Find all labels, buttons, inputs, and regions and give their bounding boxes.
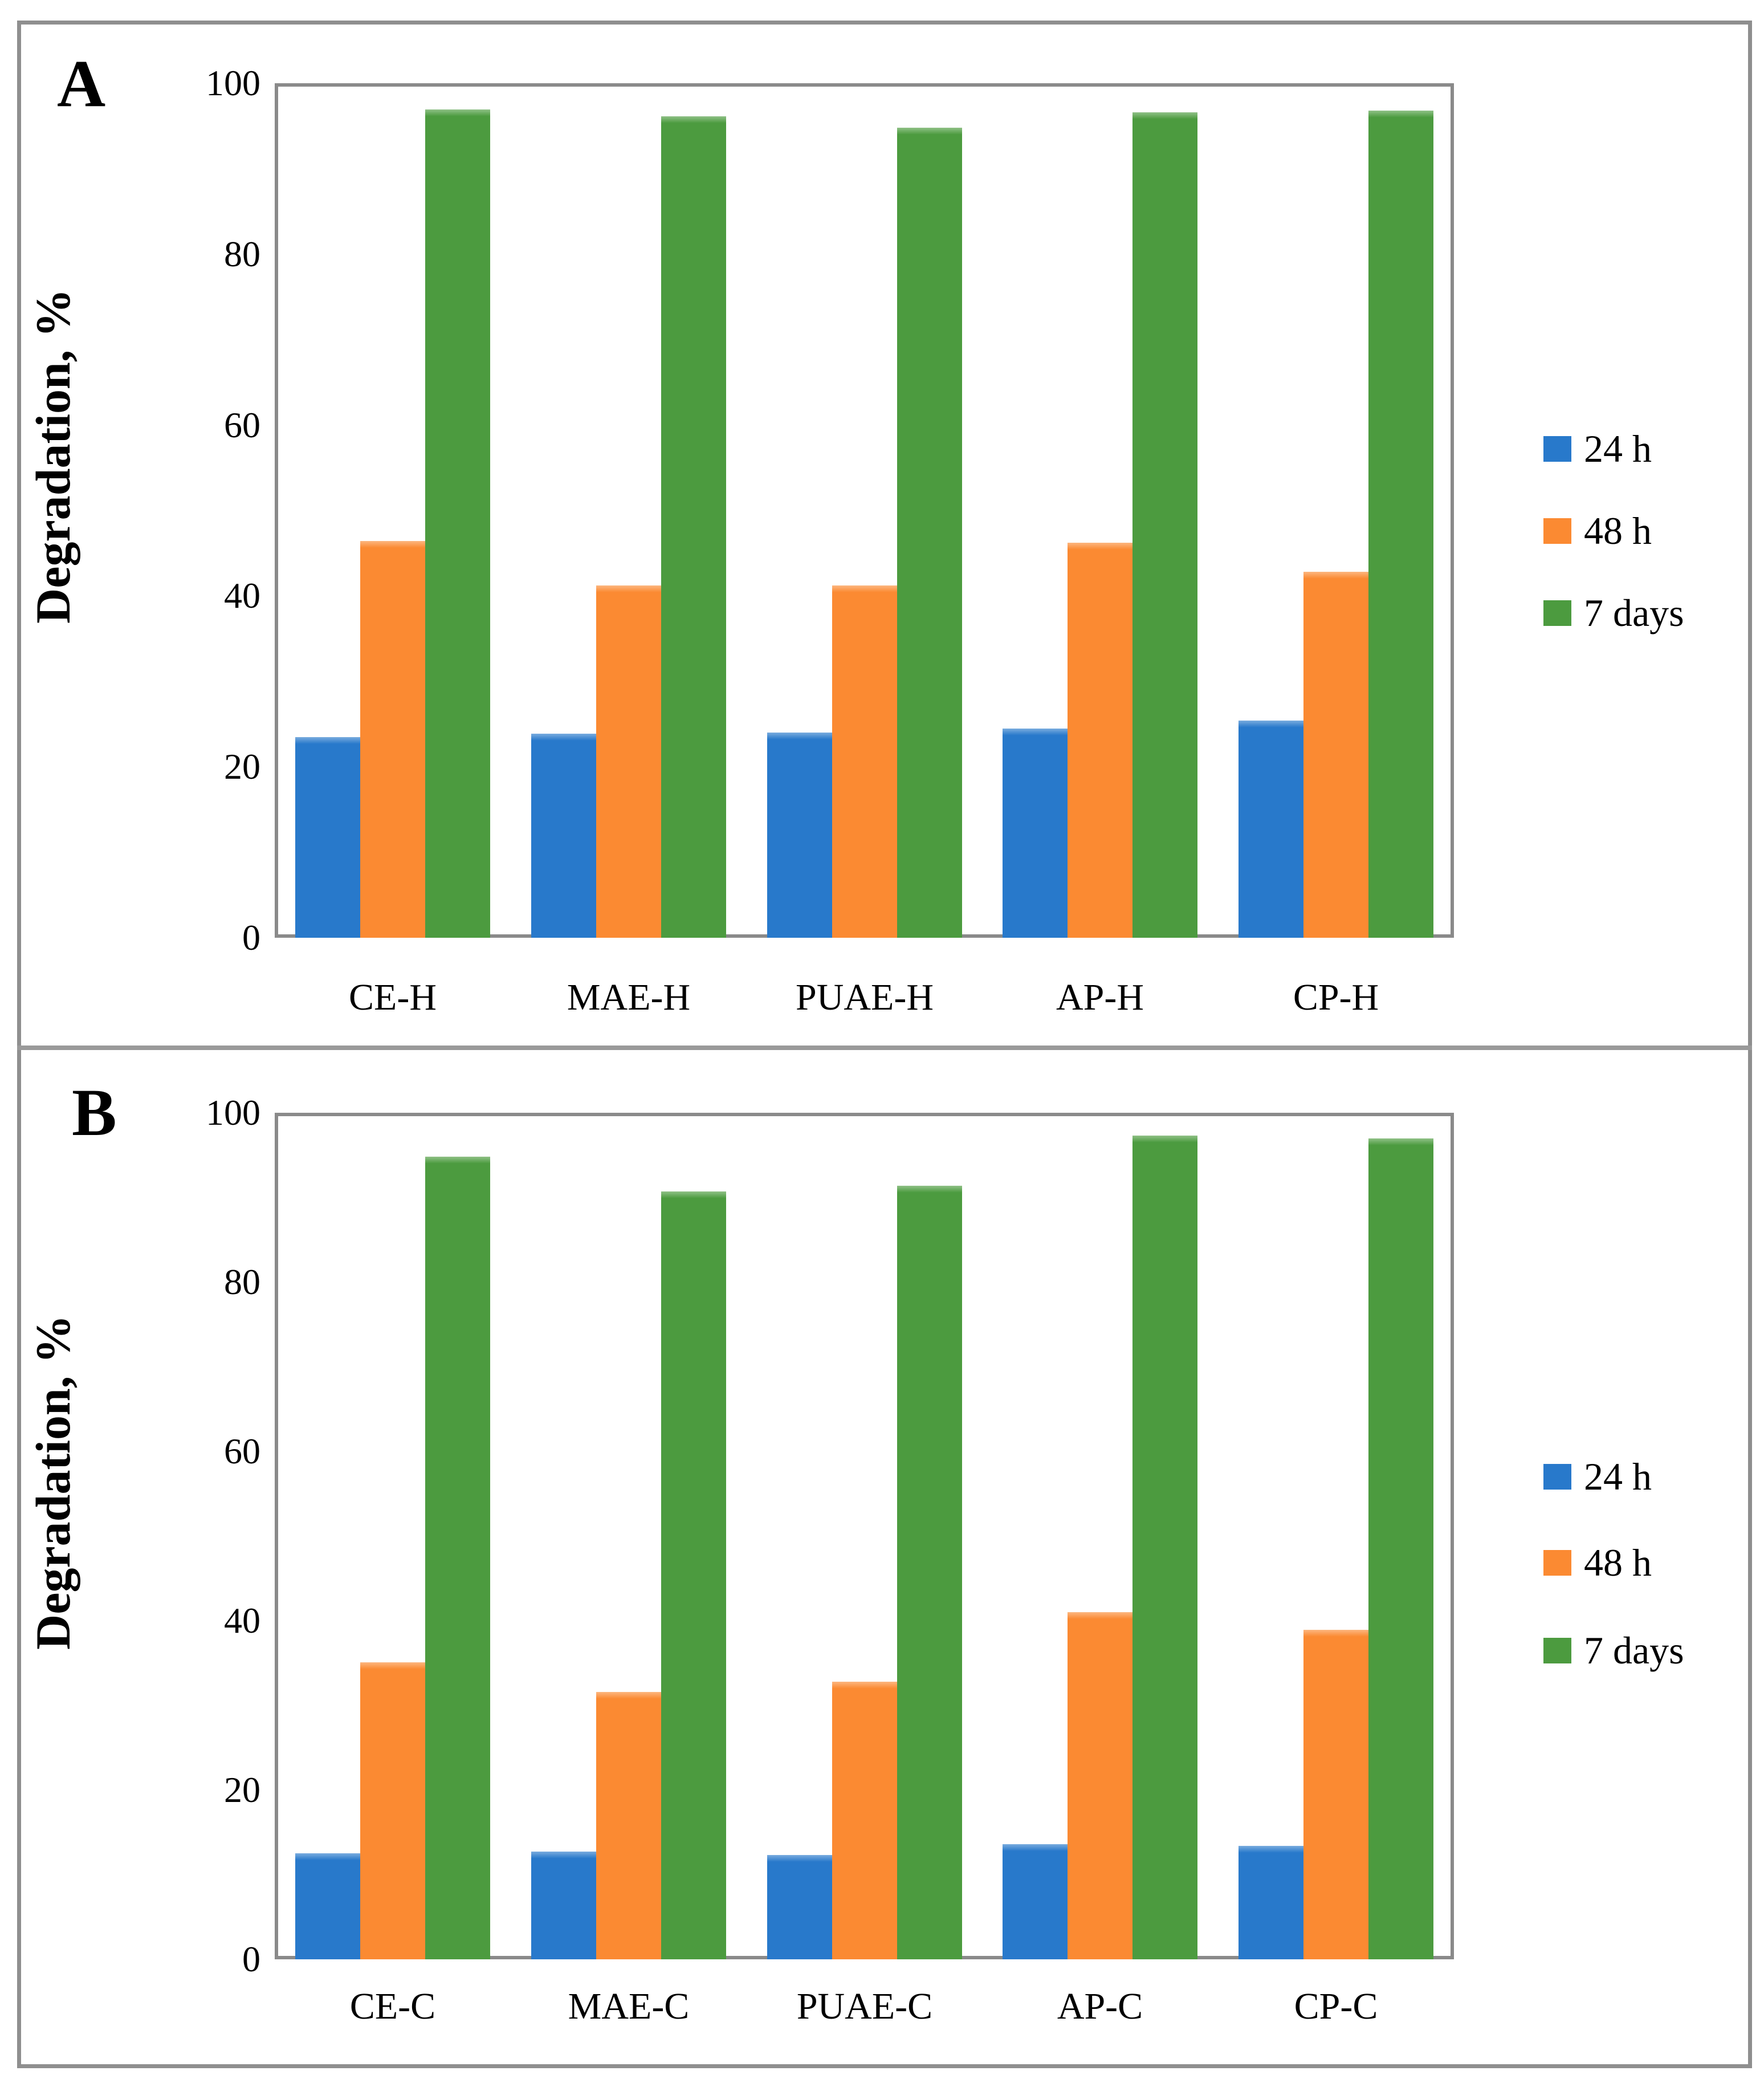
legend-item-48h: 48 h (1543, 505, 1652, 556)
bar-24h-CE-C (295, 1853, 360, 1959)
y-tick-label: 100 (206, 63, 260, 103)
legend-swatch-icon (1543, 1637, 1571, 1663)
x-category-label-CE-C: CE-C (349, 1986, 436, 2027)
y-tick-label: 20 (224, 1769, 260, 1810)
x-category-label-CP-C: CP-C (1294, 1986, 1378, 2027)
legend-label: 24 h (1584, 427, 1652, 470)
bar-24h-PUAE-H (767, 733, 832, 938)
bar-48h-CP-H (1303, 572, 1368, 938)
panel-b-y-axis-title: Degradation, % (26, 1315, 80, 1650)
bar-24h-CP-C (1239, 1846, 1303, 1959)
y-tick-label: 100 (206, 1092, 260, 1133)
legend-swatch-icon (1543, 1549, 1571, 1576)
bar-7days-CP-H (1368, 111, 1433, 938)
panel-a-y-axis-title: Degradation, % (26, 288, 80, 624)
y-tick-label: 20 (224, 746, 260, 787)
legend-item-24h: 24 h (1543, 423, 1652, 474)
bar-24h-PUAE-C (767, 1855, 832, 1959)
bar-48h-PUAE-H (832, 585, 897, 938)
bar-7days-PUAE-H (897, 128, 962, 938)
legend-item-7days: 7 days (1543, 1625, 1684, 1676)
x-category-label-CP-H: CP-H (1293, 977, 1379, 1018)
bar-7days-CE-H (425, 109, 490, 938)
panel-a-letter: A (57, 46, 106, 121)
legend-label: 7 days (1584, 591, 1684, 634)
panel-b-letter: B (72, 1075, 117, 1150)
legend-swatch-icon (1543, 600, 1571, 626)
legend-swatch-icon (1543, 518, 1571, 544)
x-category-label-AP-C: AP-C (1057, 1986, 1143, 2027)
bar-48h-PUAE-C (832, 1682, 897, 1959)
bar-7days-MAE-H (661, 116, 726, 938)
bar-48h-MAE-C (596, 1692, 661, 1959)
bar-48h-CP-C (1303, 1630, 1368, 1959)
x-category-label-PUAE-C: PUAE-C (796, 1986, 933, 2027)
bar-24h-MAE-C (531, 1852, 596, 1959)
bar-24h-MAE-H (531, 734, 596, 938)
x-category-label-AP-H: AP-H (1056, 977, 1144, 1018)
legend-label: 48 h (1584, 1541, 1652, 1584)
x-category-label-PUAE-H: PUAE-H (796, 977, 934, 1018)
y-tick-label: 80 (224, 234, 260, 274)
legend-label: 48 h (1584, 509, 1652, 552)
bar-7days-MAE-C (661, 1191, 726, 1959)
legend-swatch-icon (1543, 1463, 1571, 1490)
bar-24h-AP-C (1003, 1844, 1068, 1959)
legend-item-24h: 24 h (1543, 1451, 1652, 1502)
y-tick-label: 40 (224, 1600, 260, 1641)
bar-48h-MAE-H (596, 585, 661, 938)
bar-48h-CE-C (360, 1662, 425, 1959)
x-category-label-CE-H: CE-H (349, 977, 437, 1018)
bar-48h-AP-C (1068, 1612, 1132, 1959)
bar-24h-CE-H (295, 737, 360, 938)
bar-7days-PUAE-C (897, 1186, 962, 1959)
legend-label: 24 h (1584, 1455, 1652, 1498)
bar-7days-CE-C (425, 1157, 490, 1959)
bar-24h-AP-H (1003, 729, 1068, 938)
legend-label: 7 days (1584, 1629, 1684, 1672)
y-tick-label: 60 (224, 405, 260, 445)
legend-item-7days: 7 days (1543, 587, 1684, 638)
bar-48h-AP-H (1068, 543, 1132, 938)
y-tick-label: 40 (224, 575, 260, 616)
bar-7days-AP-H (1132, 112, 1197, 938)
bar-24h-CP-H (1239, 721, 1303, 938)
y-tick-label: 0 (242, 917, 260, 958)
bar-7days-CP-C (1368, 1138, 1433, 1959)
legend-swatch-icon (1543, 436, 1571, 462)
legend-item-48h: 48 h (1543, 1537, 1652, 1588)
figure-border (17, 21, 1752, 2068)
y-tick-label: 0 (242, 1939, 260, 1979)
y-tick-label: 80 (224, 1262, 260, 1302)
x-category-label-MAE-C: MAE-C (568, 1986, 690, 2027)
x-category-label-MAE-H: MAE-H (567, 977, 691, 1018)
panel-divider (17, 1046, 1752, 1050)
bar-7days-AP-C (1132, 1136, 1197, 1959)
bar-48h-CE-H (360, 541, 425, 938)
y-tick-label: 60 (224, 1431, 260, 1471)
